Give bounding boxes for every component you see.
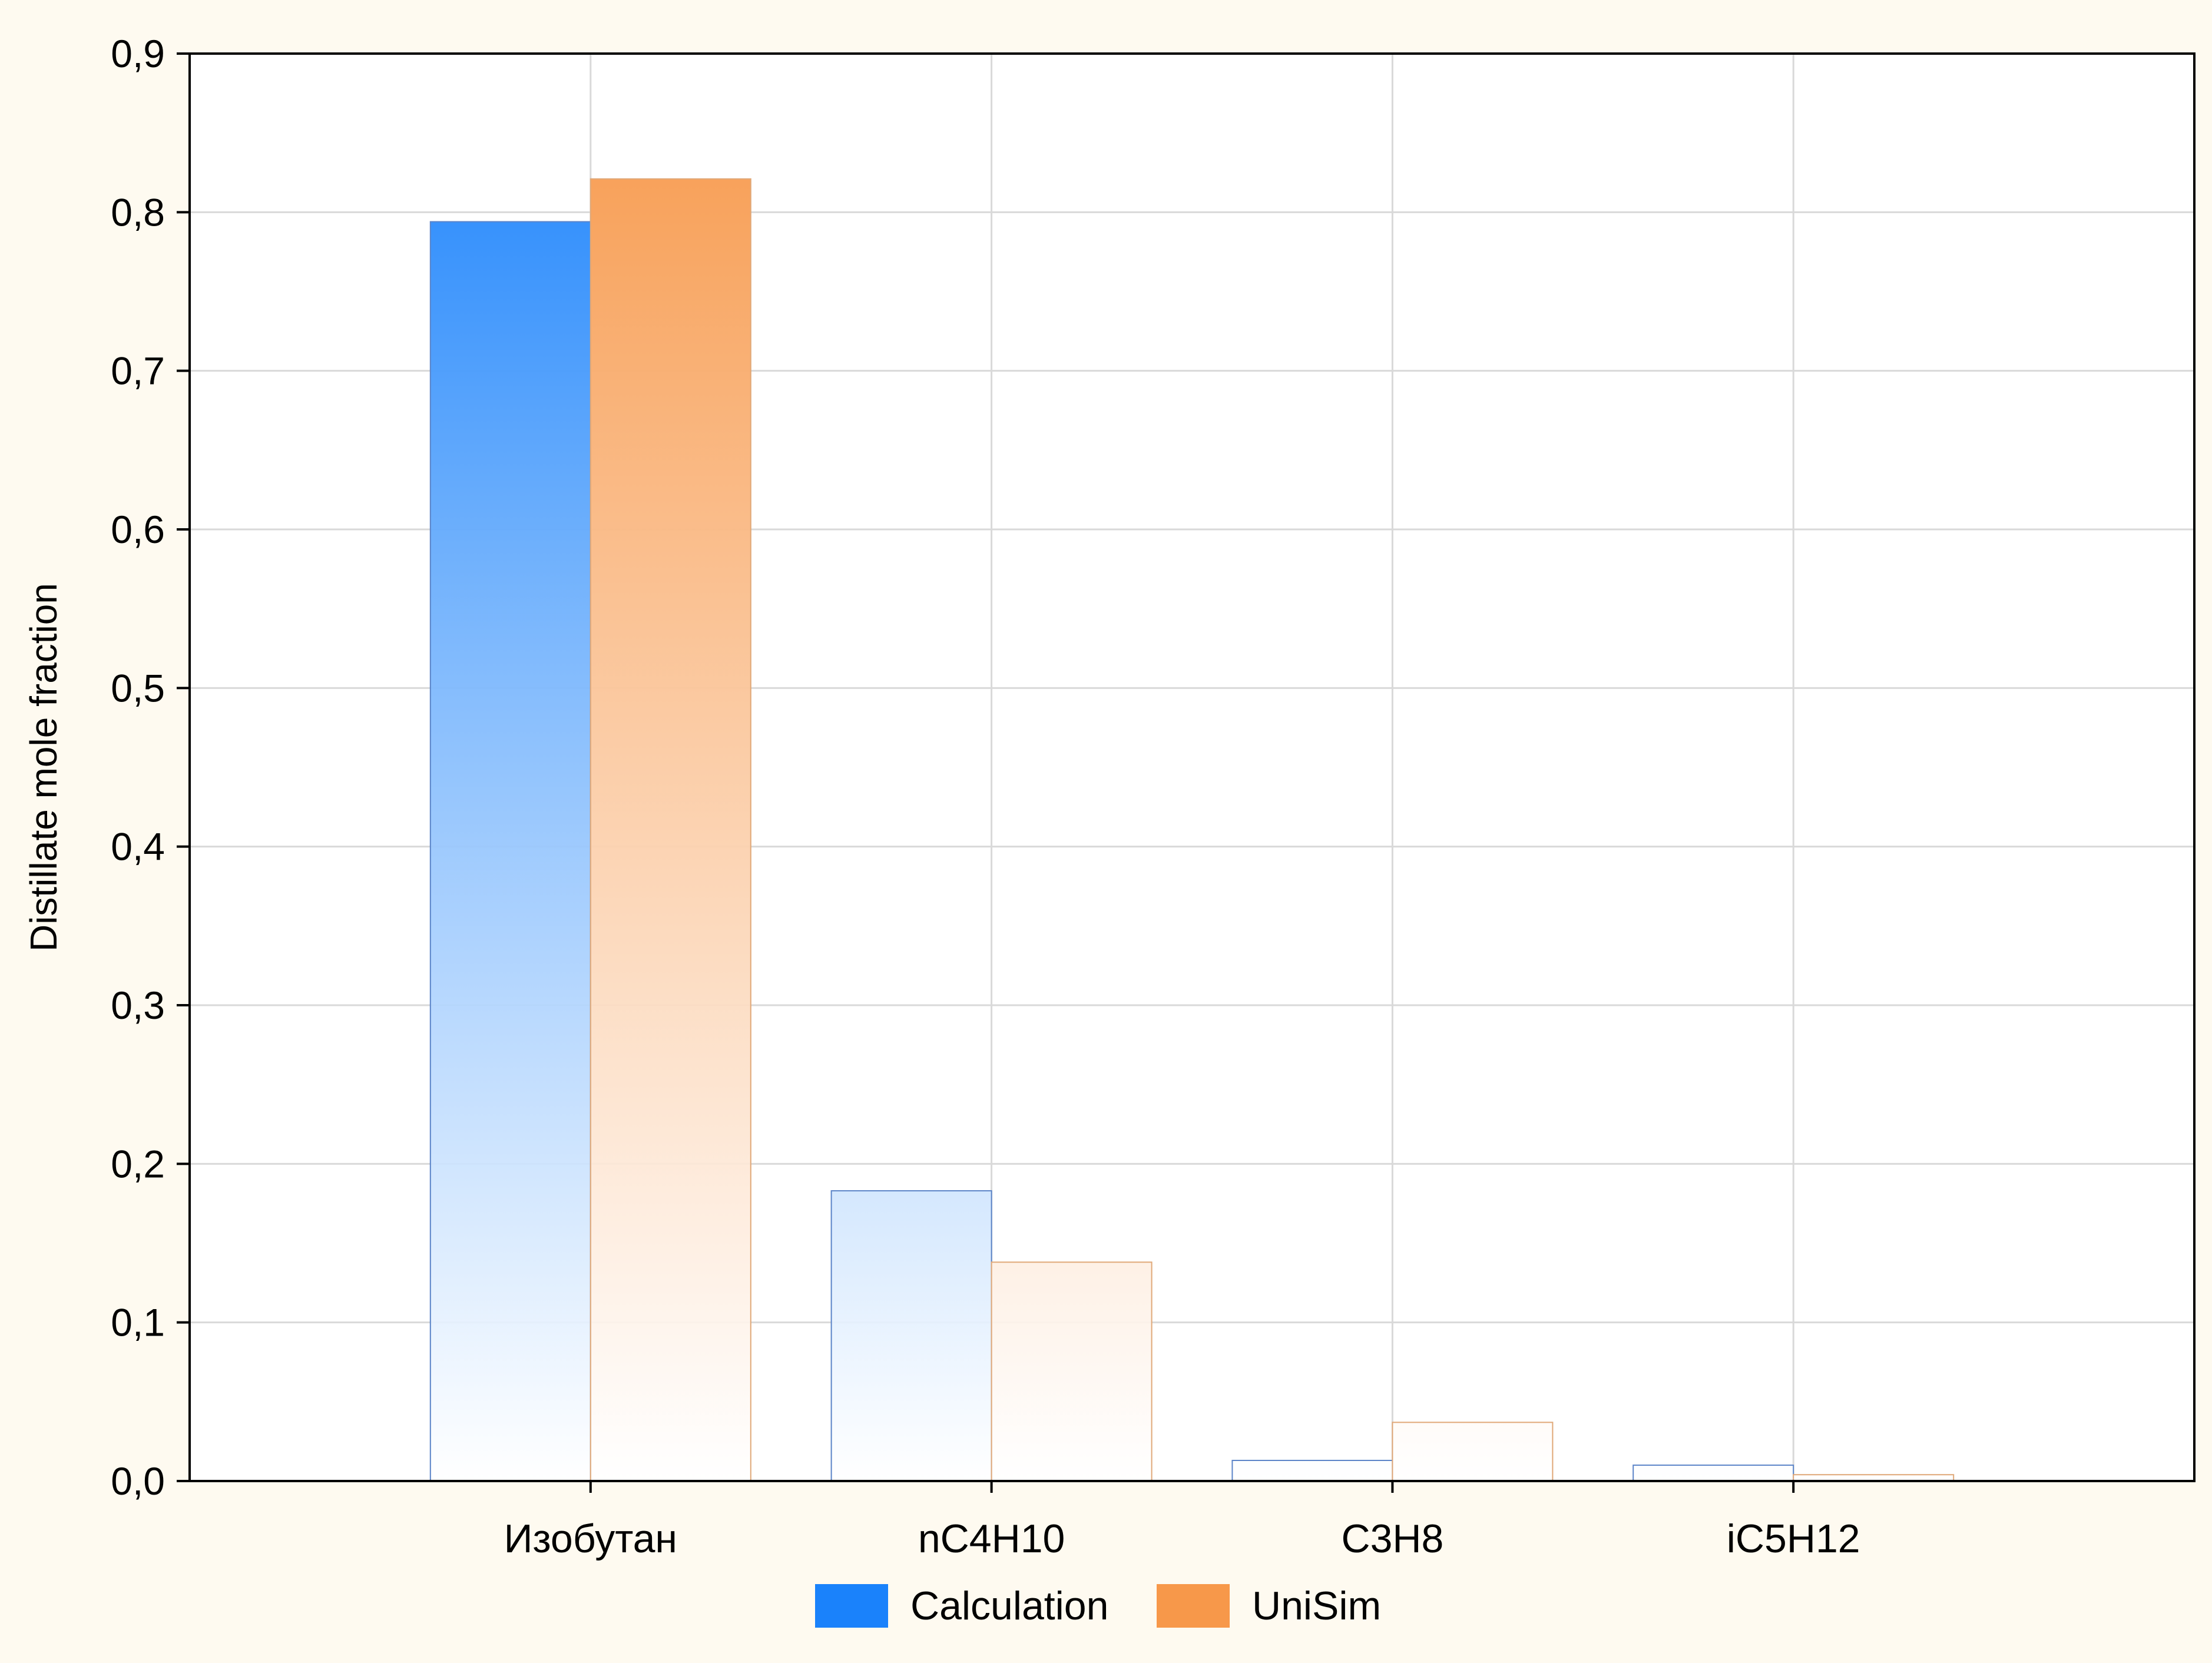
bar-unisim-2 [1392,1422,1554,1482]
y-tick-label: 0,2 [111,1142,165,1185]
y-tick-label: 0,6 [111,508,165,551]
bar-calculation-0 [429,221,591,1482]
y-axis-label: Distillate mole fraction [22,583,65,952]
bars [429,178,1955,1482]
x-tick-label: C3H8 [1341,1516,1443,1561]
y-tick-label: 0,9 [111,32,165,75]
legend-swatch-unisim [1157,1584,1230,1628]
bar-calculation-2 [1231,1459,1393,1482]
legend-label-unisim: UniSim [1252,1584,1381,1628]
y-tick-label: 0,8 [111,190,165,234]
x-tick-label: iC5H12 [1727,1516,1860,1561]
y-axis-ticks: 0,0 0,1 0,2 0,3 0,4 0,5 0,6 0,7 0,8 0,9 [111,32,190,1503]
y-tick-label: 0,1 [111,1301,165,1344]
y-tick-label: 0,3 [111,983,165,1027]
plot-frame [188,52,2196,1482]
legend-swatch-calculation [815,1584,888,1628]
bar-unisim-1 [991,1261,1153,1482]
legend: Calculation UniSim [815,1584,1381,1628]
x-tick-label: Изобутан [504,1516,677,1561]
x-tick-label: nC4H10 [918,1516,1065,1561]
bar-calculation-1 [830,1190,992,1482]
y-tick-label: 0,4 [111,825,165,869]
x-axis-ticks: Изобутан nC4H10 C3H8 iC5H12 [504,1481,1860,1561]
y-tick-label: 0,5 [111,666,165,710]
bar-unisim-0 [590,178,751,1482]
bar-calculation-3 [1632,1465,1794,1482]
y-tick-label: 0,7 [111,349,165,393]
legend-label-calculation: Calculation [910,1584,1108,1628]
y-tick-label: 0,0 [111,1459,165,1503]
